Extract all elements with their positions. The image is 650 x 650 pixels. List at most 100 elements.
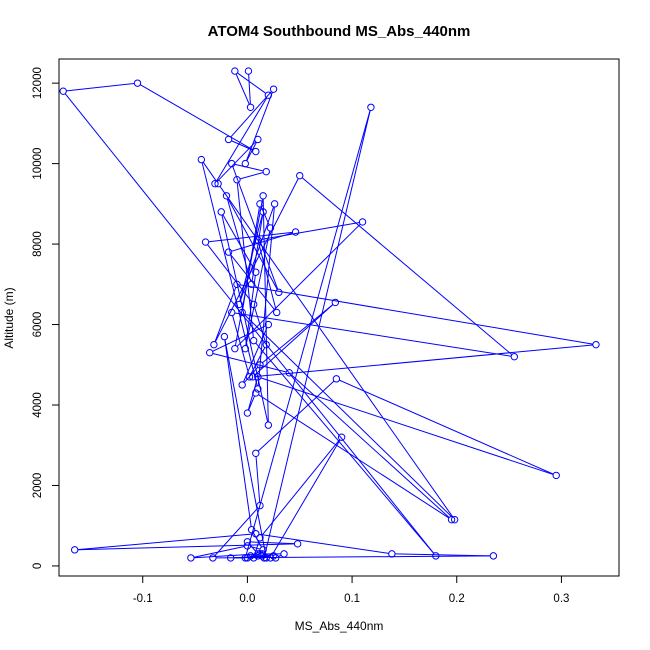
- data-point: [238, 381, 246, 389]
- series-line-segment: [264, 110, 371, 555]
- series-line-segment: [214, 507, 259, 556]
- x-tick-label: -0.1: [133, 593, 153, 605]
- series-line-segment: [258, 533, 389, 554]
- data-point: [510, 353, 519, 361]
- data-point: [231, 344, 239, 353]
- series-line-segment: [255, 344, 593, 378]
- data-point: [450, 515, 459, 524]
- x-axis: -0.1 0.0 0.1 0.2 0.3: [133, 576, 569, 605]
- data-point: [367, 103, 375, 111]
- data-point: [252, 530, 260, 538]
- series-line-segment: [258, 243, 277, 310]
- series-line-segment: [258, 394, 450, 519]
- series-line-segment: [234, 163, 264, 172]
- data-point: [285, 369, 293, 377]
- data-point: [224, 135, 233, 144]
- series-line-segment: [212, 353, 287, 373]
- series-line-segment: [222, 214, 255, 270]
- data-point: [248, 373, 257, 381]
- data-point: [238, 308, 246, 317]
- data-point: [220, 332, 229, 341]
- data-point: [241, 159, 250, 168]
- x-axis-label: MS_Abs_440nm: [295, 619, 384, 633]
- x-tick-label: 0.1: [344, 593, 360, 605]
- series-line-segment: [237, 72, 267, 94]
- series-line-segment: [247, 379, 258, 411]
- series-line-segment: [301, 177, 513, 356]
- data-point: [388, 550, 396, 558]
- data-point: [256, 501, 264, 510]
- series-line-segment: [291, 374, 450, 518]
- data-point: [224, 248, 233, 256]
- series-line-segment: [250, 546, 261, 550]
- data-point: [252, 268, 260, 276]
- series-line-segment: [234, 198, 264, 346]
- y-axis: 0 2000 4000 6000 8000 10000 12000: [32, 67, 59, 569]
- series-line-segment: [251, 214, 264, 282]
- series-line-segment: [248, 395, 256, 411]
- data-point: [258, 552, 266, 560]
- series-line-segment: [262, 304, 334, 364]
- x-tick-label: 0.0: [239, 593, 255, 605]
- data-point: [254, 550, 262, 558]
- y-axis-label: Altitude (m): [2, 287, 16, 348]
- y-tick-label: 0: [32, 563, 44, 569]
- data-point: [201, 238, 210, 246]
- data-point: [226, 554, 235, 562]
- data-point: [243, 538, 252, 546]
- data-point: [293, 540, 302, 548]
- data-point: [592, 340, 600, 349]
- series-line-segment: [239, 172, 264, 180]
- series-line-segment: [243, 366, 259, 383]
- series-line-segment: [226, 198, 252, 282]
- series-line-segment: [260, 206, 270, 226]
- series-line-segment: [216, 97, 268, 182]
- data-point: [228, 159, 236, 168]
- series-line-segment: [271, 439, 341, 556]
- series-line-segment: [339, 379, 554, 475]
- data-point: [133, 79, 142, 87]
- data-point: [260, 554, 268, 562]
- data-point: [256, 534, 264, 542]
- x-tick-label: 0.3: [553, 593, 569, 605]
- data-point: [256, 361, 264, 369]
- data-point: [256, 200, 264, 208]
- series-line-segment: [201, 162, 258, 386]
- series-line-segment: [64, 93, 435, 554]
- data-point: [197, 155, 206, 164]
- data-point: [211, 180, 219, 188]
- series-line-segment: [234, 312, 512, 357]
- data-point: [254, 135, 262, 144]
- chart-title: ATOM4 Southbound MS_Abs_440nm: [208, 23, 471, 40]
- series-line-segment: [250, 347, 266, 375]
- series-line-segment: [245, 110, 371, 555]
- data-point: [243, 554, 252, 562]
- data-point: [259, 208, 267, 216]
- series-line-segment: [140, 84, 254, 151]
- data-point: [270, 200, 279, 208]
- data-point: [233, 280, 241, 289]
- series-line-segment: [254, 304, 334, 376]
- series-line-segment: [193, 546, 245, 558]
- data-point: [264, 421, 273, 429]
- series-line-segment: [246, 142, 257, 161]
- data-point: [291, 228, 300, 236]
- data-point: [231, 67, 239, 75]
- data-point: [269, 85, 278, 93]
- x-tick-label: 0.2: [449, 593, 465, 605]
- data-point: [209, 554, 217, 562]
- data-point: [187, 554, 195, 562]
- data-point: [71, 546, 79, 554]
- data-point: [244, 67, 253, 75]
- series-line-segment: [208, 231, 293, 243]
- series-line-segment: [230, 91, 272, 138]
- series-line-segment: [260, 221, 360, 240]
- series-line-segment: [66, 82, 135, 92]
- series-line-segment: [230, 254, 276, 311]
- data-point: [331, 298, 340, 307]
- series-line-segment: [224, 339, 252, 527]
- data-point: [266, 224, 275, 232]
- data-point: [358, 218, 367, 226]
- data-point: [217, 208, 225, 216]
